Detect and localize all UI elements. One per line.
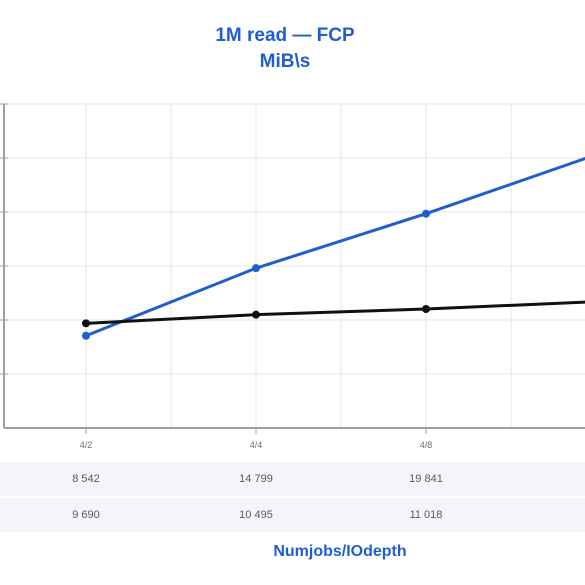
data-point xyxy=(252,264,260,273)
x-tick-label: 4/2 xyxy=(80,440,93,450)
x-axis-label: Numjobs/IOdepth xyxy=(273,543,407,560)
table-cell: 10 495 xyxy=(239,509,273,521)
chart-title: 1M read — FCP xyxy=(215,25,355,46)
table-cell: 11 018 xyxy=(409,509,443,521)
table-cell: 8 542 xyxy=(72,473,100,485)
series-line-2 xyxy=(85,300,585,325)
data-point xyxy=(422,305,430,314)
chart-subtitle: MiB\s xyxy=(259,51,311,72)
series-line-1 xyxy=(85,156,585,338)
data-point xyxy=(252,310,260,319)
x-tick-label: 4/8 xyxy=(420,440,433,450)
data-point xyxy=(82,319,90,328)
table-cell: 14 799 xyxy=(239,473,273,485)
data-point xyxy=(82,331,90,340)
table-cell: 9 690 xyxy=(72,509,100,521)
table-cell: 19 841 xyxy=(409,473,443,485)
data-point xyxy=(422,209,430,218)
x-tick-label: 4/4 xyxy=(250,440,263,450)
